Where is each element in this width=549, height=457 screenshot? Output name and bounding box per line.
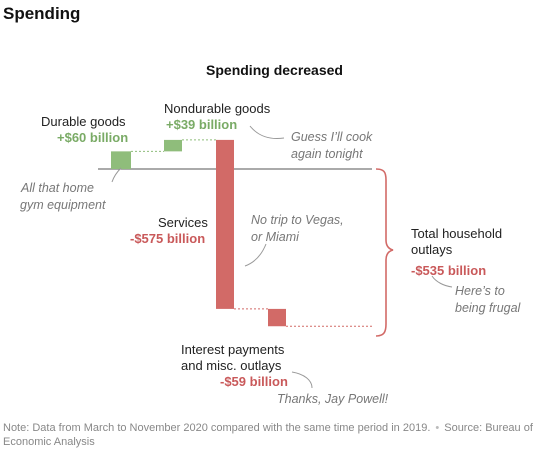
bar-services <box>216 139 234 309</box>
footnote-note: Note: Data from March to November 2020 c… <box>3 422 431 434</box>
annotation-powell: Thanks, Jay Powell! <box>277 392 389 406</box>
annotation-frugal-line1: Here’s to <box>455 284 505 298</box>
annotation-vegas-line2: or Miami <box>251 230 299 244</box>
annotation-cook-line1: Guess I’ll cook <box>291 130 373 144</box>
chart-title: Spending decreased <box>206 62 343 78</box>
label-nondurable-goods: Nondurable goods <box>164 101 271 116</box>
footnote: Note: Data from March to November 2020 c… <box>3 421 543 449</box>
section-heading: Spending <box>3 4 81 23</box>
annotation-frugal-line2: being frugal <box>455 301 521 315</box>
annotation-cook-line2: again tonight <box>291 147 363 161</box>
label-interest-line2: and misc. outlays <box>181 358 282 373</box>
value-services: -$575 billion <box>130 231 206 246</box>
arrow-gym <box>111 167 122 183</box>
annotation-gym-line1: All that home <box>21 181 94 195</box>
label-total-line1: Total household <box>411 226 503 241</box>
annotation-vegas-line1: No trip to Vegas, <box>251 213 344 227</box>
arrow-cook-icon <box>249 125 285 139</box>
label-interest-line1: Interest payments <box>181 342 285 357</box>
arrow-frugal-icon <box>431 275 453 288</box>
value-nondurable-goods: +$39 billion <box>166 117 238 132</box>
value-total: -$535 billion <box>411 263 487 278</box>
value-interest: -$59 billion <box>220 374 288 389</box>
bar-durable-goods <box>111 151 131 169</box>
annotation-gym-line2: gym equipment <box>20 198 106 212</box>
label-total-line2: outlays <box>411 242 453 257</box>
arrow-vegas-icon <box>244 243 267 267</box>
bar-interest <box>268 308 286 327</box>
footnote-source: Source: Bureau of Economic Analysis <box>3 422 533 448</box>
total-bracket <box>375 168 394 337</box>
value-durable-goods: +$60 billion <box>57 130 129 145</box>
label-durable-goods: Durable goods <box>41 114 126 129</box>
bar-nondurable-goods <box>164 139 182 152</box>
arrow-powell-icon <box>291 371 313 389</box>
label-services: Services <box>158 215 208 230</box>
separator-dot: • <box>435 422 440 434</box>
